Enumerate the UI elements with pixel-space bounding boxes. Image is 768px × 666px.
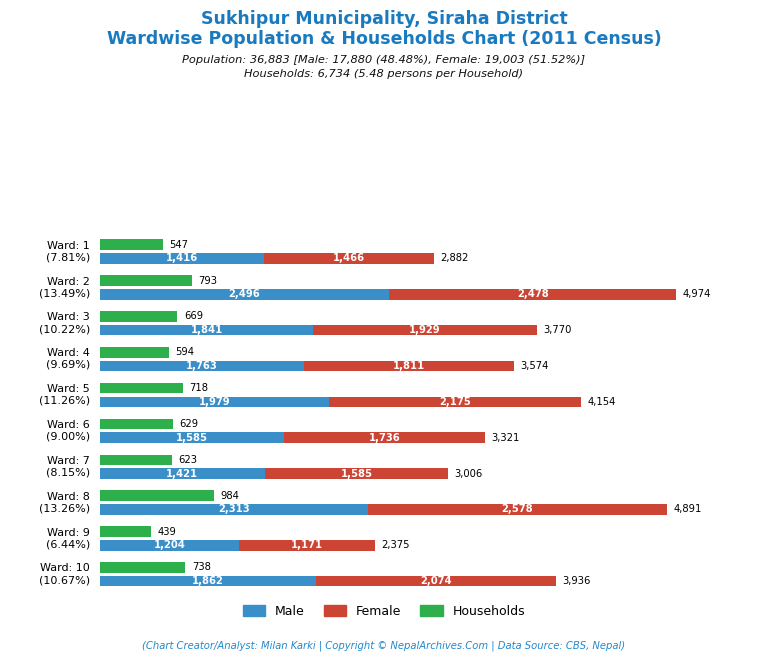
Text: 1,421: 1,421 (166, 469, 198, 479)
Text: 3,321: 3,321 (492, 433, 520, 443)
Bar (100, 419, 173, 430)
Bar (313, 325, 537, 336)
Text: 2,882: 2,882 (440, 253, 468, 263)
Text: 1,171: 1,171 (291, 540, 323, 550)
Text: Wardwise Population & Households Chart (2011 Census): Wardwise Population & Households Chart (… (107, 30, 661, 48)
Text: 1,841: 1,841 (190, 325, 223, 335)
Text: 984: 984 (220, 491, 239, 501)
Text: 1,585: 1,585 (340, 469, 372, 479)
Bar (389, 289, 677, 300)
Text: 2,578: 2,578 (502, 504, 533, 514)
Bar (368, 504, 667, 515)
Text: 1,585: 1,585 (176, 433, 207, 443)
Text: 1,736: 1,736 (369, 433, 400, 443)
Text: 1,763: 1,763 (186, 361, 218, 371)
Text: 2,375: 2,375 (382, 540, 410, 550)
Text: 3,574: 3,574 (521, 361, 549, 371)
Text: 4,891: 4,891 (674, 504, 702, 514)
Text: 629: 629 (179, 419, 198, 429)
Bar (100, 432, 283, 443)
Bar (100, 562, 185, 573)
Bar (100, 325, 313, 336)
Text: 1,811: 1,811 (393, 361, 425, 371)
Bar (100, 455, 172, 465)
Bar (100, 240, 164, 250)
Text: Sukhipur Municipality, Siraha District: Sukhipur Municipality, Siraha District (200, 10, 568, 28)
Bar (100, 576, 316, 586)
Text: 718: 718 (190, 383, 208, 393)
Text: 547: 547 (170, 240, 189, 250)
Bar (100, 490, 214, 501)
Bar (100, 253, 264, 264)
Bar (100, 361, 304, 371)
Text: 1,204: 1,204 (154, 540, 186, 550)
Text: 669: 669 (184, 312, 203, 322)
Bar (100, 383, 183, 394)
Bar (304, 361, 514, 371)
Text: 439: 439 (157, 527, 176, 537)
Bar (100, 526, 151, 537)
Bar (100, 275, 192, 286)
Text: 2,313: 2,313 (218, 504, 250, 514)
Text: Households: 6,734 (5.48 persons per Household): Households: 6,734 (5.48 persons per Hous… (244, 69, 524, 79)
Text: 1,466: 1,466 (333, 253, 365, 263)
Bar (100, 311, 177, 322)
Text: 594: 594 (175, 347, 194, 357)
Text: 1,416: 1,416 (166, 253, 198, 263)
Bar (264, 468, 449, 479)
Text: 3,770: 3,770 (543, 325, 571, 335)
Text: 3,936: 3,936 (562, 576, 591, 586)
Text: 1,929: 1,929 (409, 325, 441, 335)
Bar (264, 253, 434, 264)
Bar (100, 504, 368, 515)
Text: 738: 738 (192, 563, 210, 573)
Bar (316, 576, 556, 586)
Bar (100, 396, 329, 407)
Text: Population: 36,883 [Male: 17,880 (48.48%), Female: 19,003 (51.52%)]: Population: 36,883 [Male: 17,880 (48.48%… (183, 55, 585, 65)
Text: 4,974: 4,974 (683, 289, 711, 299)
Text: 2,478: 2,478 (517, 289, 548, 299)
Text: 2,074: 2,074 (420, 576, 452, 586)
Text: 623: 623 (178, 455, 197, 465)
Text: 3,006: 3,006 (455, 469, 483, 479)
Bar (100, 289, 389, 300)
Text: 1,979: 1,979 (199, 397, 230, 407)
Bar (100, 540, 240, 551)
Bar (283, 432, 485, 443)
Bar (240, 540, 375, 551)
Text: 2,496: 2,496 (229, 289, 260, 299)
Text: (Chart Creator/Analyst: Milan Karki | Copyright © NepalArchives.Com | Data Sourc: (Chart Creator/Analyst: Milan Karki | Co… (142, 641, 626, 651)
Text: 4,154: 4,154 (588, 397, 616, 407)
Text: 2,175: 2,175 (439, 397, 472, 407)
Bar (100, 347, 169, 358)
Text: 1,862: 1,862 (192, 576, 223, 586)
Legend: Male, Female, Households: Male, Female, Households (237, 600, 531, 623)
Bar (100, 468, 264, 479)
Bar (329, 396, 581, 407)
Text: 793: 793 (198, 276, 217, 286)
